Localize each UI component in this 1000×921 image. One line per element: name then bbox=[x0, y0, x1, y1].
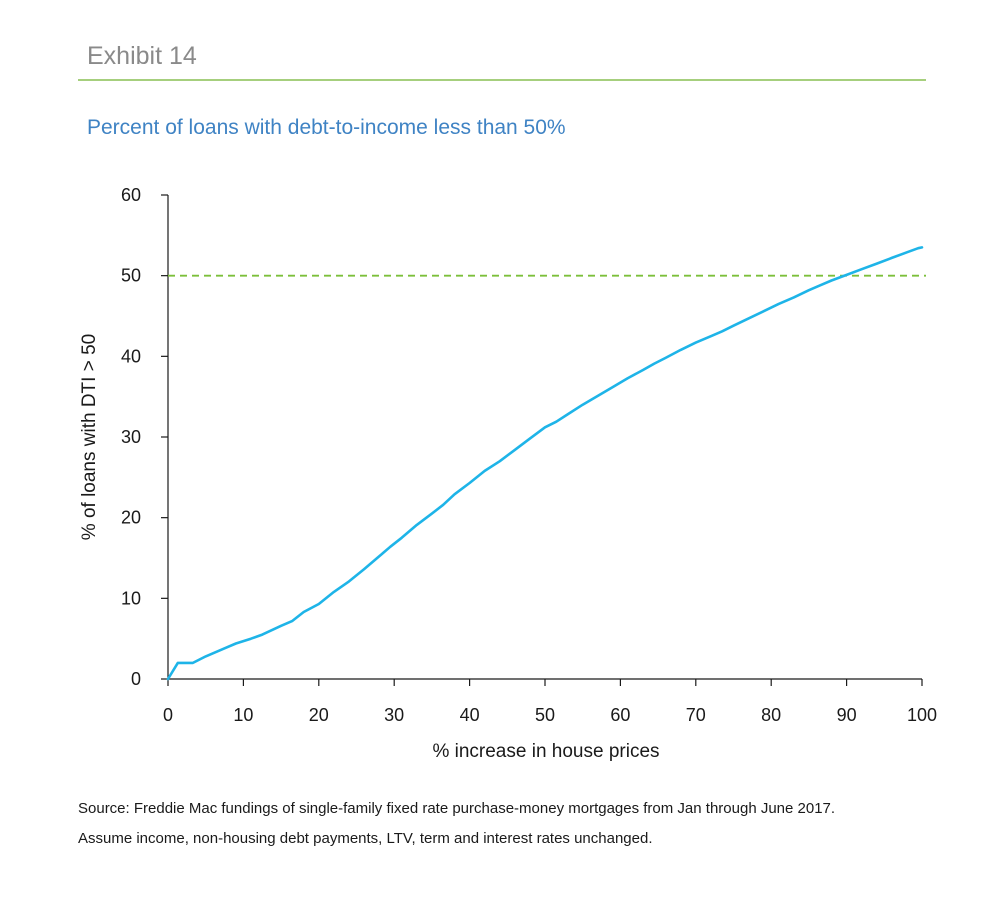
x-tick-label: 20 bbox=[309, 705, 329, 725]
chart-ticks: 0 10 20 30 40 50 60 0 10 20 30 40 50 60 70 80 90 100 bbox=[121, 185, 937, 725]
series-group bbox=[166, 246, 924, 681]
y-tick-label: 60 bbox=[121, 185, 141, 205]
x-tick-label: 80 bbox=[761, 705, 781, 725]
x-tick-label: 70 bbox=[686, 705, 706, 725]
x-tick-label: 40 bbox=[460, 705, 480, 725]
x-axis-label: % increase in house prices bbox=[432, 741, 659, 762]
exhibit-label: Exhibit 14 bbox=[87, 42, 197, 70]
x-tick-label: 10 bbox=[233, 705, 253, 725]
x-tick-label: 60 bbox=[610, 705, 630, 725]
header-rule bbox=[78, 79, 926, 81]
y-axis-label: % of loans with DTI > 50 bbox=[79, 334, 100, 540]
chart-title: Percent of loans with debt-to-income les… bbox=[87, 116, 566, 139]
assumption-note: Assume income, non-housing debt payments… bbox=[78, 830, 653, 847]
y-tick-label: 10 bbox=[121, 588, 141, 608]
series-line bbox=[166, 246, 924, 681]
y-tick-label: 50 bbox=[121, 266, 141, 286]
y-tick-label: 0 bbox=[131, 669, 141, 689]
x-tick-label: 100 bbox=[907, 705, 937, 725]
y-tick-label: 40 bbox=[121, 346, 141, 366]
chart-axes bbox=[167, 195, 922, 680]
x-tick-label: 30 bbox=[384, 705, 404, 725]
source-note: Source: Freddie Mac fundings of single-f… bbox=[78, 800, 836, 817]
x-tick-label: 90 bbox=[837, 705, 857, 725]
y-tick-label: 30 bbox=[121, 427, 141, 447]
y-tick-label: 20 bbox=[121, 508, 141, 528]
x-tick-label: 0 bbox=[163, 705, 173, 725]
x-tick-label: 50 bbox=[535, 705, 555, 725]
line-chart: 0 10 20 30 40 50 60 0 10 20 30 40 50 60 70 80 90 100 % in… bbox=[79, 185, 937, 762]
